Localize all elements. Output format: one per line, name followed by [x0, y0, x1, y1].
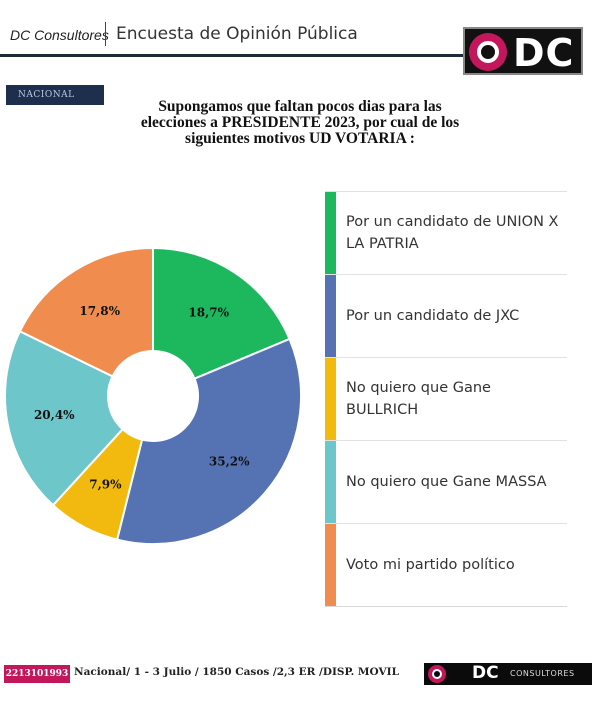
- footer-logo: DC CONSULTORES: [424, 663, 592, 685]
- phone-number: 2213101993: [4, 665, 70, 683]
- legend-swatch: [325, 275, 336, 357]
- slice-value-label: 18,7%: [188, 305, 229, 319]
- region-tag: NACIONAL: [6, 85, 104, 105]
- chart-legend: Por un candidato de UNION X LA PATRIA Po…: [325, 191, 567, 607]
- legend-item: No quiero que Gane BULLRICH: [325, 357, 567, 441]
- brand-name: DC Consultores: [10, 27, 109, 43]
- footer-bar: 2213101993 Nacional/ 1 - 3 Julio / 1850 …: [4, 662, 592, 686]
- footer-logo-consultores: CONSULTORES: [510, 669, 575, 678]
- slice-value-label: 35,2%: [209, 455, 250, 469]
- logo-circle-icon: [469, 33, 507, 71]
- legend-item: Por un candidato de UNION X LA PATRIA: [325, 191, 567, 275]
- legend-item: Por un candidato de JXC: [325, 274, 567, 358]
- donut-chart: 18,7% 35,2% 7,9% 20,4% 17,8%: [0, 240, 310, 550]
- legend-label: Por un candidato de JXC: [346, 308, 520, 324]
- donut-chart-svg: 18,7% 35,2% 7,9% 20,4% 17,8%: [4, 246, 302, 545]
- question-line: Supongamos que faltan pocos dias para la…: [158, 98, 442, 115]
- legend-item: No quiero que Gane MASSA: [325, 440, 567, 524]
- logo-text: DC: [513, 31, 575, 75]
- question-title: Supongamos que faltan pocos dias para la…: [110, 99, 490, 147]
- header-divider: [105, 22, 106, 46]
- slice-value-label: 17,8%: [79, 304, 120, 318]
- slice-value-label: 20,4%: [34, 408, 75, 422]
- legend-item: Voto mi partido político: [325, 523, 567, 607]
- dc-logo: DC: [463, 27, 583, 75]
- donut-slice: [18, 246, 154, 378]
- question-line: siguientes motivos UD VOTARIA :: [185, 130, 415, 147]
- legend-swatch: [325, 524, 336, 606]
- legend-swatch: [325, 192, 336, 274]
- legend-swatch: [325, 441, 336, 523]
- question-line: elecciones a PRESIDENTE 2023, por cual d…: [140, 114, 460, 131]
- donut-slice: [152, 246, 291, 380]
- legend-label: No quiero que Gane MASSA: [346, 474, 547, 490]
- header: DC Consultores Encuesta de Opinión Públi…: [0, 0, 592, 84]
- legend-swatch: [325, 358, 336, 440]
- legend-label: Voto mi partido político: [346, 557, 515, 573]
- footer-logo-circle-icon: [428, 665, 446, 683]
- donut-slice: [4, 329, 125, 507]
- header-rule: [0, 54, 470, 57]
- legend-label: No quiero que Gane BULLRICH: [346, 380, 491, 418]
- legend-label: Por un candidato de UNION X LA PATRIA: [346, 214, 559, 252]
- footer-logo-dc: DC: [472, 663, 499, 683]
- donut-slice: [115, 337, 302, 545]
- survey-title: Encuesta de Opinión Pública: [116, 24, 358, 44]
- survey-info: Nacional/ 1 - 3 Julio / 1850 Casos /2,3 …: [74, 666, 399, 678]
- slice-value-label: 7,9%: [89, 478, 122, 492]
